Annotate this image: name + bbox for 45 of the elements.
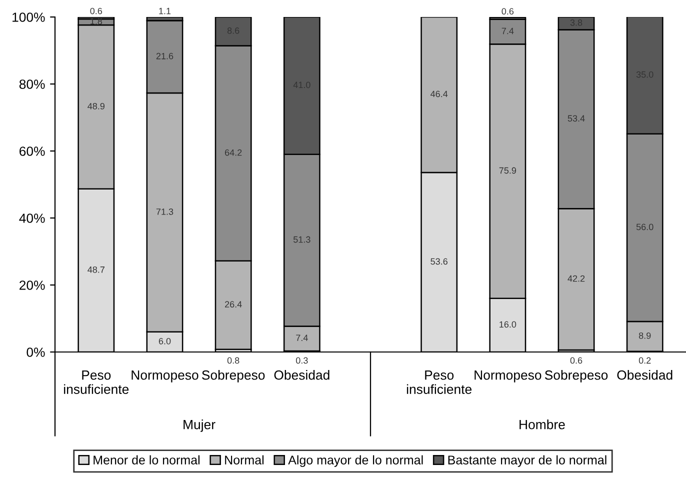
legend-label: Algo mayor de lo normal xyxy=(288,455,423,467)
y-tick-label: 60% xyxy=(20,146,45,156)
data-label: 0.2 xyxy=(638,357,651,364)
legend-label: Menor de lo normal xyxy=(94,455,200,464)
data-label: 21.6 xyxy=(156,52,174,60)
x-tick-label: Obesidad xyxy=(617,370,672,380)
x-tick-label: Peso insuficiente xyxy=(64,370,129,394)
x-tick-label: Normopeso xyxy=(474,370,542,382)
x-tick-label: Sobrepeso xyxy=(202,370,265,382)
data-label: 7.4 xyxy=(502,28,514,34)
data-label: 8.9 xyxy=(638,332,651,339)
x-tick-label: Obesidad xyxy=(274,370,330,380)
y-tick-label: 20% xyxy=(20,280,45,290)
data-label: 16.0 xyxy=(500,321,516,328)
data-label: 26.4 xyxy=(224,301,242,308)
legend-label: Normal xyxy=(225,455,264,464)
data-label: 7.4 xyxy=(296,334,308,341)
data-label: 48.7 xyxy=(88,266,104,273)
data-label: 46.4 xyxy=(430,90,448,98)
y-tick-label: 80% xyxy=(19,80,45,89)
data-label: 0.6 xyxy=(570,357,582,364)
data-label: 0.8 xyxy=(227,357,240,364)
data-label: 51.3 xyxy=(293,236,310,243)
text: Hombre xyxy=(520,420,565,430)
data-label: 42.2 xyxy=(568,275,585,282)
data-label: 0.6 xyxy=(90,8,102,14)
data-label: 64.2 xyxy=(225,149,242,156)
data-label: 56.0 xyxy=(636,224,654,230)
data-label: 75.9 xyxy=(499,167,516,174)
data-label: 71.3 xyxy=(156,208,174,215)
data-label: 0.3 xyxy=(296,357,308,364)
y-tick-label: 0% xyxy=(26,348,45,357)
y-tick-label: 40% xyxy=(19,214,45,223)
x-tick-label: Peso insuficiente xyxy=(406,370,472,394)
y-tick-label: 100% xyxy=(12,12,45,22)
data-label: 0.6 xyxy=(502,8,514,15)
x-tick-label: Sobrepeso xyxy=(544,370,608,382)
x-tick-label: Normopeso xyxy=(132,370,198,382)
text: Mujer xyxy=(184,420,216,432)
data-label: 53.4 xyxy=(568,115,585,122)
legend-label: Bastante mayor de lo normal xyxy=(448,455,606,467)
data-label: 6.0 xyxy=(158,338,171,344)
data-label: 53.6 xyxy=(430,258,448,265)
data-label: 48.9 xyxy=(88,102,105,110)
data-label: 1.1 xyxy=(159,8,171,14)
